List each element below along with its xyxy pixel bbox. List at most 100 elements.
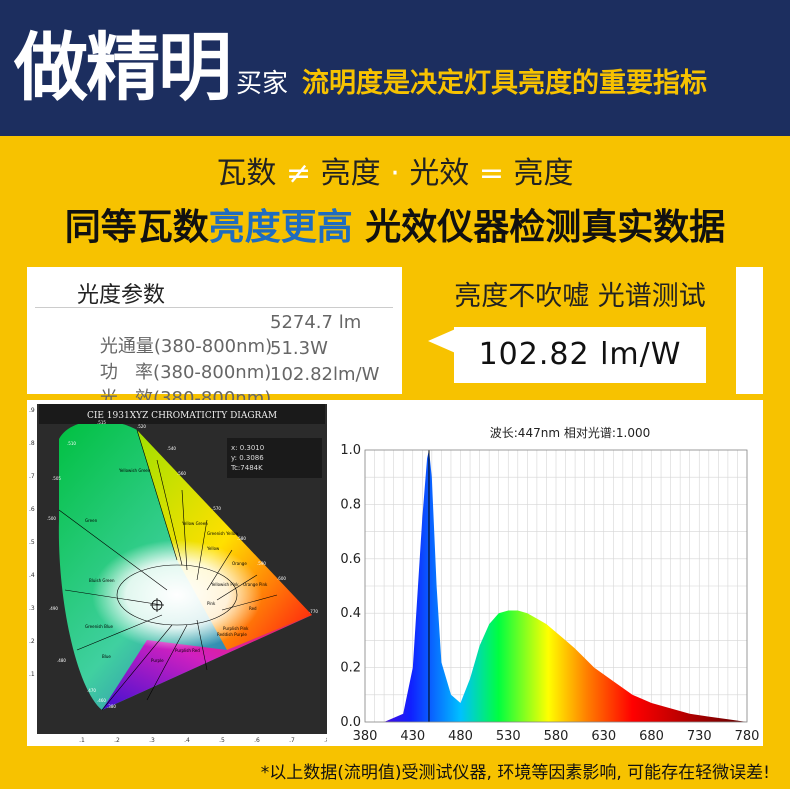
cie-x-tick: .3 [149, 737, 155, 744]
header-slogan: 流明度是决定灯具亮度的重要指标 [302, 68, 707, 99]
footer: *以上数据(流明值)受测试仪器, 环境等因素影响, 可能存在轻微误差! [0, 752, 790, 789]
cie-x-tick: .7 [289, 737, 295, 744]
spectrum-x-tick: 730 [687, 729, 712, 744]
headline-part3: 光效仪器检测真实数据 [352, 207, 726, 248]
cie-region-label: Greenish Yellow [207, 531, 239, 536]
param-value: 51.3W [270, 338, 328, 359]
cie-x-tick: .6 [254, 737, 260, 744]
cie-x-tick: .8 [324, 737, 327, 744]
cie-wavelength-label: .500 [47, 516, 56, 521]
spectrum-x-tick: 780 [735, 729, 760, 744]
spectrum-annotation: 波长:447nm 相对光谱:1.000 [490, 426, 650, 440]
not-equal-sign: ≠ [285, 156, 312, 191]
cie-chromaticity-diagram: CIE 1931XYZ CHROMATICITY DIAGRAM x: 0.30… [29, 404, 327, 744]
compare-brightness-2: 亮度 [513, 156, 574, 191]
headline: 同等瓦数亮度更高 光效仪器检测真实数据 [0, 198, 790, 258]
cie-y-tick: .5 [29, 539, 35, 546]
cie-region-label: Orange Pink [243, 582, 268, 587]
spectrum-y-tick: 0.4 [340, 606, 361, 621]
cie-region-label: Yellowish Pink [210, 582, 239, 587]
comparison-line: 瓦数 ≠ 亮度 · 光效 = 亮度 [0, 150, 790, 198]
spectrum-chart: 波长:447nm 相对光谱:1.000 380 430 480 530 580 630 68… [340, 426, 760, 744]
spectrum-x-tick: 380 [353, 729, 378, 744]
cie-region-label: Green [85, 518, 98, 523]
spectrum-y-ticks: 0.0 0.2 0.4 0.6 0.8 1.0 [340, 443, 361, 730]
cie-y-tick: .9 [29, 407, 35, 414]
brand-subtitle: 买家 [236, 69, 289, 99]
cie-y-value: y: 0.3086 [231, 454, 264, 462]
headline-highlight: 亮度更高 [208, 207, 353, 248]
params-divider [35, 307, 393, 308]
cie-x-tick: .1 [79, 737, 85, 744]
header-banner: 做精明 买家 流明度是决定灯具亮度的重要指标 [0, 0, 790, 136]
cie-region-label: Reddish Purple [217, 632, 247, 637]
param-label: 光通量(380-800nm) [99, 336, 273, 357]
cie-y-tick: .8 [29, 440, 35, 447]
cie-crosshair [150, 598, 164, 612]
cie-wavelength-labels: .500 .505 .510 .515 .520 .540 .560 .570 .580 .590… [47, 420, 318, 709]
cie-region-label: Blue [102, 654, 111, 659]
cie-title-bar [39, 404, 325, 424]
cie-region-label: Yellow [206, 546, 220, 551]
cie-locus-right [137, 430, 312, 650]
cie-info-box [227, 438, 322, 478]
param-value: 102.82lm/W [270, 364, 380, 385]
cie-region-label: Greenish Blue [85, 624, 114, 629]
spectrum-y-tick: 0.6 [340, 552, 361, 567]
test-title: 亮度不吹嘘 光谱测试 [454, 281, 706, 312]
cie-x-tick: .5 [219, 737, 225, 744]
cie-x-tick: .2 [114, 737, 120, 744]
cie-title: CIE 1931XYZ CHROMATICITY DIAGRAM [87, 411, 277, 421]
cie-wavelength-label: .600 [277, 576, 286, 581]
brand-title: 做精明 [14, 25, 232, 111]
cie-region-label: Purplish Red [175, 648, 200, 653]
compare-watts: 瓦数 [216, 156, 277, 191]
spectrum-x-tick: 680 [639, 729, 664, 744]
cie-region-labels: Green Yellowish Green Yellow Green Greenish… [85, 468, 268, 663]
cie-y-tick: .2 [29, 638, 35, 645]
cie-region-label: Yellowish Green [118, 468, 151, 473]
cie-wavelength-label: .580 [237, 536, 246, 541]
right-margin-panel [736, 267, 763, 394]
spectrum-x-tick: 630 [591, 729, 616, 744]
cie-region-lines [58, 429, 278, 711]
params-title: 光度参数 [77, 283, 166, 308]
cie-wavelength-label: .560 [177, 471, 186, 476]
headline-part1: 同等瓦数 [64, 207, 209, 248]
efficacy-value: 102.82 lm/W [454, 327, 706, 383]
cie-x-ticks: .1 .2 .3 .4 .5 .6 .7 .8 [79, 737, 327, 744]
cie-wavelength-label: .590 [257, 561, 266, 566]
charts-panel: CIE 1931XYZ CHROMATICITY DIAGRAM x: 0.30… [27, 400, 763, 746]
cie-cct-value: Tc:7484K [230, 464, 263, 472]
spectrum-x-ticks: 380 430 480 530 580 630 680 730 780 [353, 729, 760, 744]
spectrum-y-tick: 0.0 [340, 715, 361, 730]
spectrum-y-tick: 0.2 [340, 661, 361, 676]
cie-y-tick: .1 [29, 671, 35, 678]
cie-region-label: Bluish Green [89, 578, 115, 583]
param-row-power: 功 率(380-800nm) 51.3W [77, 337, 328, 409]
param-label: 功 率(380-800nm) [99, 362, 272, 383]
cie-y-tick: .3 [29, 605, 35, 612]
cie-wavelength-label: .770 [309, 609, 318, 614]
separator-dot: · [390, 156, 400, 191]
cie-wavelength-label: .380 [107, 704, 116, 709]
spectrum-x-tick: 480 [448, 729, 473, 744]
cie-region-label: Purple [151, 658, 164, 663]
cie-x-value: x: 0.3010 [231, 444, 264, 452]
compare-efficacy: 光效 [409, 156, 470, 191]
spectrum-y-tick: 1.0 [340, 443, 361, 458]
divider-strip [0, 136, 790, 148]
spectrum-y-tick: 0.8 [340, 497, 361, 512]
cie-region-label: Purplish Pink [223, 626, 249, 631]
cie-wavelength-label: .510 [67, 441, 76, 446]
cie-region-label: Pink [207, 601, 216, 606]
cie-y-tick: .7 [29, 473, 35, 480]
cie-y-ticks: .9 .8 .7 .6 .5 .4 .3 .2 .1 [29, 407, 35, 678]
cie-region-label: Yellow Green [181, 521, 208, 526]
cie-wavelength-label: .505 [52, 476, 61, 481]
cie-x-tick: .4 [184, 737, 190, 744]
spectrum-test-box: 亮度不吹嘘 光谱测试 102.82 lm/W [424, 267, 736, 394]
cie-wavelength-label: .490 [49, 606, 58, 611]
cie-region-label: Orange [232, 561, 247, 566]
compare-brightness-1: 亮度 [320, 156, 381, 191]
